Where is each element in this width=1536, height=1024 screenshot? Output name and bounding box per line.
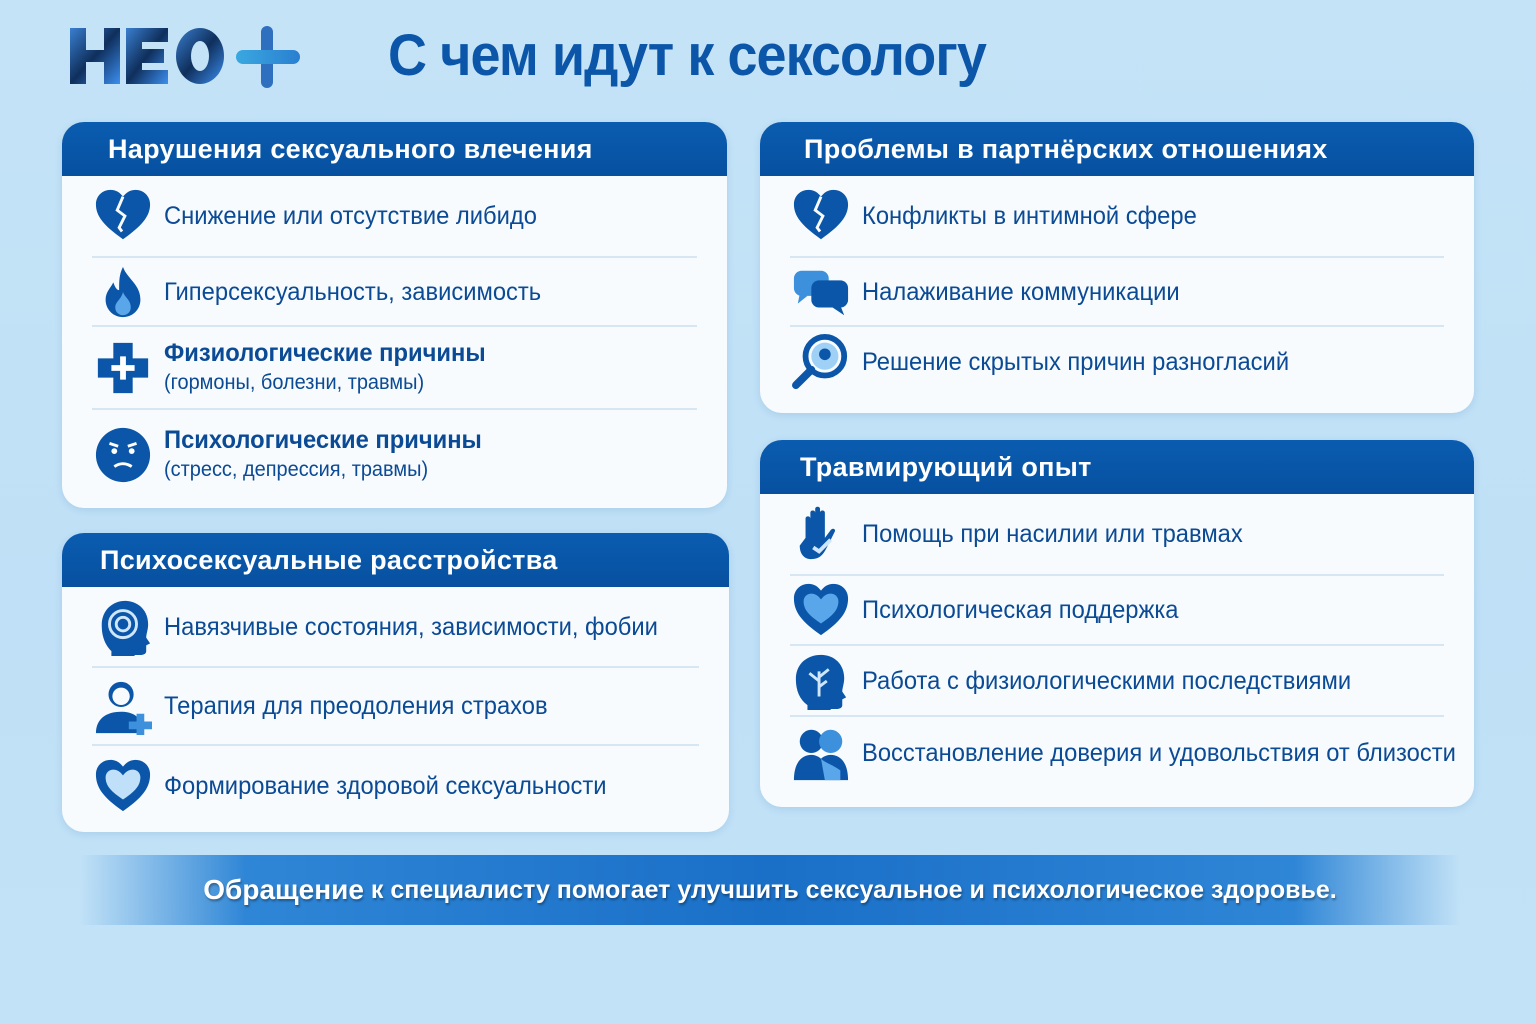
broken-heart-icon [790,185,852,247]
chat-bubbles-icon [790,261,852,323]
list-item: Снижение или отсутствие либидо [92,176,697,258]
heart-icon [790,579,852,641]
broken-heart-icon [92,185,154,247]
list-item: Восстановление доверия и удовольствия от… [790,717,1456,789]
list-item: Психологическая поддержка [790,576,1444,646]
list-item: Физиологические причины (гормоны, болезни… [92,327,697,410]
list-item: Терапия для преодоления страхов [92,668,699,746]
section-libido-disorders: Нарушения сексуального влечения Снижение… [62,122,727,508]
section-title: Проблемы в партнёрских отношениях [760,122,1474,176]
brain-tree-icon [790,650,852,712]
page-title: С чем идут к сексологу [388,23,987,88]
footer-text: к специалисту помогает улучшить сексуаль… [370,875,1337,904]
section-title: Психосексуальные расстройства [62,533,729,587]
person-plus-icon [92,675,154,737]
spiral-head-icon [92,596,154,658]
list-item: Работа с физиологическими последствиями [790,646,1444,717]
embrace-icon [790,722,852,784]
section-traumatic-experience: Травмирующий опыт Помощь при насилии или… [760,440,1474,807]
magnifier-head-icon [790,331,852,393]
list-item: Помощь при насилии или травмах [790,494,1444,576]
section-partner-relations: Проблемы в партнёрских отношениях Конфли… [760,122,1474,413]
footer-banner: Обращение к специалисту помогает улучшит… [80,855,1460,925]
medical-cross-icon [92,337,154,399]
list-item: Гиперсексуальность, зависимость [92,258,697,327]
list-item: Формирование здоровой сексуальности [92,746,699,826]
neo-plus-logo [70,26,300,88]
list-item: Налаживание коммуникации [790,258,1444,327]
heart-icon [92,755,154,817]
section-title: Нарушения сексуального влечения [62,122,727,176]
section-psychosexual-disorders: Психосексуальные расстройства Навязчивые… [62,533,729,832]
list-item: Навязчивые состояния, зависимости, фобии [92,587,699,668]
flame-icon [92,261,154,323]
list-item: Решение скрытых причин разногласий [790,327,1444,397]
list-item: Конфликты в интимной сфере [790,176,1444,258]
section-title: Травмирующий опыт [760,440,1474,494]
sad-face-icon [92,424,154,486]
footer-lead: Обращение [203,874,364,905]
list-item: Психологические причины (стресс, депресси… [92,410,697,500]
hand-icon [790,503,852,565]
